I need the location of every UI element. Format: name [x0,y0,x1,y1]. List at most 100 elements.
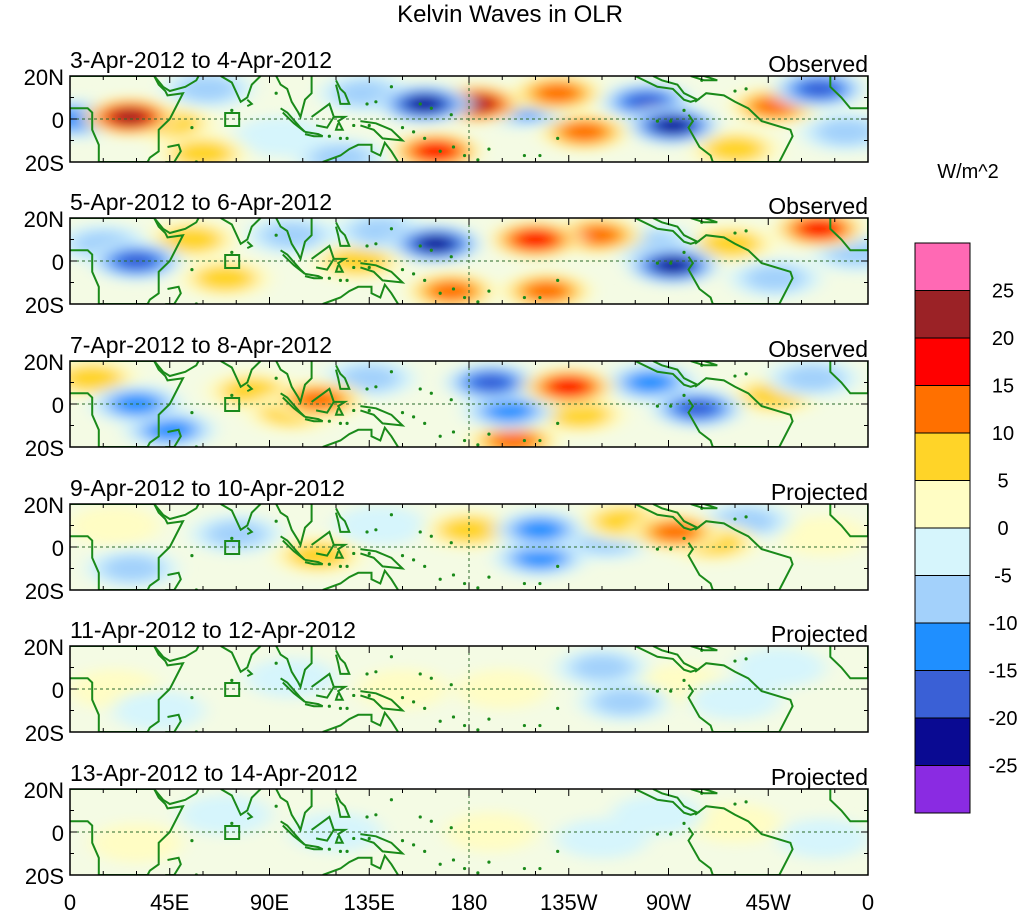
anomaly-contour [675,398,719,418]
anomaly-contour [625,371,676,394]
island [389,85,394,89]
island [400,839,405,843]
island [744,515,748,519]
island [345,278,349,282]
coastline [275,504,313,548]
coastline [275,646,313,690]
coastline [311,387,335,414]
anomaly-contour [514,230,557,249]
island [449,398,453,402]
island [374,670,378,674]
panel-plot-area [69,217,869,308]
island [418,530,422,534]
island [411,700,416,704]
island [538,295,542,300]
map-panel: 7-Apr-2012 to 8-Apr-2012 Observed 20N 0 20S [24,332,869,461]
coastline [311,102,335,129]
coastline [280,392,306,418]
island [365,387,369,391]
coastline [304,700,324,708]
coastline [153,504,200,521]
island [367,836,371,841]
island [438,577,442,581]
coastlines [70,218,868,308]
coastline [335,221,351,247]
colorbar-swatch [914,765,971,814]
island [556,136,560,140]
island [462,295,467,300]
island [429,819,433,823]
y-tick-label: 20N [24,207,64,232]
island [669,547,673,551]
anomaly-contour [703,135,767,162]
island [538,581,542,586]
coastline [165,571,182,590]
panel-plot-area [69,75,869,163]
anomaly-contour [814,118,868,146]
island [522,295,527,300]
island [400,696,405,700]
coastline [687,92,794,162]
island [476,728,480,732]
island [492,305,495,308]
island [487,575,491,579]
coastline [165,143,182,162]
island [669,832,673,836]
panel-period: 7-Apr-2012 to 8-Apr-2012 [70,332,332,358]
coastline [246,383,254,392]
coastlines [70,76,868,162]
island [451,430,456,434]
coastline [333,543,349,559]
coastline [70,789,185,875]
island [400,126,405,130]
y-tick-label: 0 [52,250,64,275]
coastline [275,76,313,120]
anomaly-contour [514,518,565,541]
coastline [165,428,182,447]
island [451,858,456,862]
island [449,541,453,545]
map-panel: 5-Apr-2012 to 6-Apr-2012 Observed 20N 0 20S [24,189,869,318]
island [700,78,704,82]
coastline [275,218,313,262]
island [438,862,442,866]
island [462,438,467,443]
anomaly-contour [416,235,455,253]
island [538,723,542,728]
island [374,813,378,817]
x-tick-label: 45W [746,890,791,915]
coastline [246,811,254,820]
coastline [634,504,700,531]
island [190,411,194,415]
island [487,860,491,864]
island [449,826,453,830]
y-tick-label: 20S [25,293,64,318]
island [389,513,394,517]
island [487,147,491,151]
island [492,876,495,879]
coastline [280,535,306,561]
island [418,244,422,248]
y-tick-label: 0 [52,536,64,561]
island [538,153,542,158]
coastline [153,646,200,663]
y-tick-label: 20N [24,493,64,518]
island [492,448,495,451]
coastline [335,792,351,818]
island [367,123,371,128]
island [744,372,748,376]
coastline [634,646,700,673]
island [367,551,371,556]
island [476,158,480,162]
island [538,438,542,443]
coastline [165,856,182,875]
coastline [280,249,306,275]
anomaly-contour [689,679,781,720]
colorbar: W/m^2 25 20 15 10 5 0 -5 -10 -15 -20 -25 [914,161,1017,814]
island [418,387,422,391]
island [556,278,560,282]
panel-period: 11-Apr-2012 to 12-Apr-2012 [70,617,356,643]
coastline [220,361,262,389]
panel-group: 3-Apr-2012 to 4-Apr-2012 Observed20N020S5… [24,47,869,889]
panel-plot-area [69,788,869,879]
